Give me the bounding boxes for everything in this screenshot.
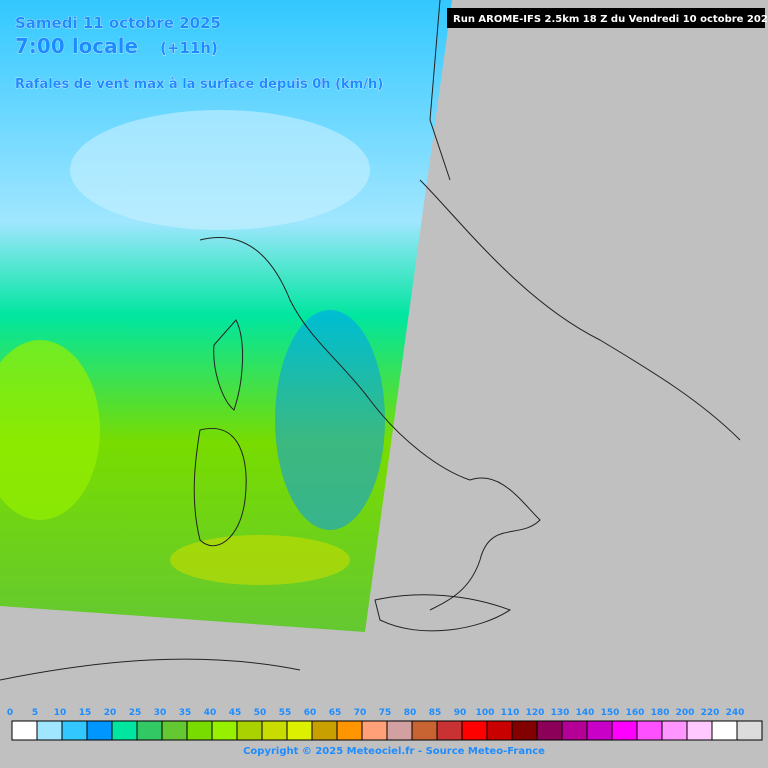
legend-label: 40 [204, 708, 217, 718]
legend-label: 110 [501, 708, 520, 718]
legend-swatch [236, 720, 263, 741]
run-info: Run AROME-IFS 2.5km 18 Z du Vendredi 10 … [453, 14, 768, 25]
legend-swatch [261, 720, 288, 741]
legend-swatch [436, 720, 463, 741]
legend-label: 180 [651, 708, 670, 718]
legend-label: 55 [279, 708, 292, 718]
legend-label: 60 [304, 708, 317, 718]
legend-swatch [686, 720, 713, 741]
legend-swatch [736, 720, 763, 741]
legend-swatch [136, 720, 163, 741]
legend: 0 5 10 15 20 25 30 35 40 45 50 55 60 65 70 75 80 85 90 100 1… [7, 708, 763, 741]
legend-label: 200 [676, 708, 695, 718]
legend-swatch [536, 720, 563, 741]
date: Samedi 11 octobre 2025 [15, 14, 221, 32]
legend-label: 140 [576, 708, 595, 718]
legend-label: 5 [32, 708, 38, 718]
wind-area [70, 110, 370, 230]
legend-label: 240 [726, 708, 745, 718]
legend-label: 65 [329, 708, 342, 718]
legend-swatch [636, 720, 663, 741]
legend-label: 160 [626, 708, 645, 718]
legend-label: 75 [379, 708, 392, 718]
legend-swatch [486, 720, 513, 741]
legend-label: 80 [404, 708, 417, 718]
legend-label: 220 [701, 708, 720, 718]
wind-area [170, 535, 350, 585]
legend-label: 25 [129, 708, 142, 718]
legend-swatch [86, 720, 113, 741]
legend-label: 85 [429, 708, 442, 718]
legend-swatch [186, 720, 213, 741]
legend-swatch [511, 720, 538, 741]
legend-label: 15 [79, 708, 92, 718]
legend-swatch [361, 720, 388, 741]
legend-swatch [11, 720, 38, 741]
legend-swatch [411, 720, 438, 741]
legend-label: 130 [551, 708, 570, 718]
subtitle: Rafales de vent max à la surface depuis … [15, 77, 383, 92]
legend-swatch [611, 720, 638, 741]
legend-label: 50 [254, 708, 267, 718]
coastlines [0, 0, 741, 681]
legend-swatch [311, 720, 338, 741]
legend-swatch [586, 720, 613, 741]
wind-area [0, 340, 100, 520]
legend-label: 10 [54, 708, 67, 718]
legend-label: 0 [7, 708, 13, 718]
legend-label: 35 [179, 708, 192, 718]
offset: (+11h) [160, 39, 218, 57]
legend-swatch [336, 720, 363, 741]
wind-area [275, 310, 385, 530]
legend-swatch [461, 720, 488, 741]
legend-swatch [286, 720, 313, 741]
legend-label: 100 [476, 708, 495, 718]
legend-swatch [561, 720, 588, 741]
legend-label: 20 [104, 708, 117, 718]
legend-swatch [61, 720, 88, 741]
legend-label: 30 [154, 708, 167, 718]
legend-label: 70 [354, 708, 367, 718]
time: 7:00 locale [15, 34, 138, 58]
legend-swatch [211, 720, 238, 741]
legend-swatch [386, 720, 413, 741]
legend-swatch [36, 720, 63, 741]
legend-label: 120 [526, 708, 545, 718]
legend-swatch [711, 720, 738, 741]
legend-swatch [111, 720, 138, 741]
legend-label: 90 [454, 708, 467, 718]
legend-swatch [661, 720, 688, 741]
run-box [447, 8, 765, 28]
legend-label: 150 [601, 708, 620, 718]
legend-swatch [161, 720, 188, 741]
copyright: Copyright © 2025 Meteociel.fr - Source M… [243, 746, 545, 757]
legend-label: 45 [229, 708, 242, 718]
